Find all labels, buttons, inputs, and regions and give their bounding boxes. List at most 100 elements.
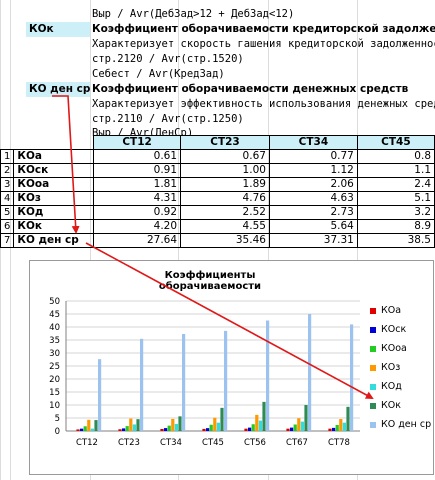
- legend-item[interactable]: КОд: [370, 377, 431, 396]
- value-cell[interactable]: 4.76: [180, 191, 270, 206]
- row-index[interactable]: 3: [0, 177, 15, 192]
- value-cell[interactable]: 0.61: [93, 149, 182, 164]
- value-cell[interactable]: 1.00: [180, 163, 270, 178]
- value-cell[interactable]: 1.81: [93, 177, 182, 192]
- column-header[interactable]: СТ12: [93, 135, 182, 150]
- legend-item[interactable]: КОоа: [370, 339, 431, 358]
- value-cell[interactable]: 2.4: [356, 177, 435, 192]
- row-index[interactable]: 2: [0, 163, 15, 178]
- table-row: 6 КОк 4.20 4.55 5.64 8.9: [0, 219, 435, 234]
- ratio-label-ko-den-sr[interactable]: КО ден ср: [26, 82, 90, 97]
- value-cell[interactable]: 27.64: [93, 233, 182, 248]
- value-cell[interactable]: 5.64: [268, 219, 358, 234]
- legend-label: КОд: [381, 381, 402, 392]
- row-index[interactable]: 1: [0, 149, 15, 164]
- value-cell[interactable]: 5.1: [356, 191, 435, 206]
- legend-item[interactable]: КО ден ср: [370, 415, 431, 434]
- ratio-title-kok[interactable]: Коэффициент оборачиваемости кредиторской…: [92, 23, 435, 35]
- bar-КОд: [174, 423, 178, 431]
- row-name[interactable]: КОа: [13, 149, 95, 164]
- row-name[interactable]: КОк: [13, 219, 95, 234]
- bar-КОа: [118, 429, 122, 431]
- bar-КОз: [255, 414, 259, 431]
- row-index[interactable]: 6: [0, 219, 15, 234]
- value-cell[interactable]: 0.77: [268, 149, 358, 164]
- legend-swatch: [370, 326, 376, 333]
- ratio-description-kok[interactable]: Характеризует скорость гашения кредиторс…: [92, 38, 435, 50]
- ratio-formula-kok[interactable]: стр.2120 / Avr(стр.1520): [92, 53, 244, 65]
- column-header[interactable]: СТ23: [180, 135, 270, 150]
- value-cell[interactable]: 0.92: [93, 205, 182, 220]
- embedded-chart[interactable]: Коэффициенты оборачиваемости 0 5 10 15 20 25 3…: [29, 260, 434, 475]
- table-row: 3 КОоа 1.81 1.89 2.06 2.4: [0, 177, 435, 192]
- value-cell[interactable]: 0.8: [356, 149, 435, 164]
- value-cell[interactable]: 0.91: [93, 163, 182, 178]
- bar-КОск: [164, 428, 168, 431]
- bar-КОа: [160, 428, 164, 431]
- value-cell[interactable]: 4.20: [93, 219, 182, 234]
- row-name[interactable]: КОд: [13, 205, 95, 220]
- value-cell[interactable]: 37.31: [268, 233, 358, 248]
- legend-swatch: [370, 421, 376, 428]
- value-cell[interactable]: 38.5: [356, 233, 435, 248]
- row-name[interactable]: КОз: [13, 191, 95, 206]
- value-cell[interactable]: 2.06: [268, 177, 358, 192]
- legend-item[interactable]: КОз: [370, 358, 431, 377]
- ratio-title-ko-den-sr[interactable]: Коэффициент оборачиваемости денежных сре…: [92, 83, 409, 95]
- row-name[interactable]: КОоа: [13, 177, 95, 192]
- value-cell[interactable]: 4.63: [268, 191, 358, 206]
- ratio-formula-ko-den-sr[interactable]: стр.2110 / Avr(стр.1250): [92, 113, 244, 125]
- row-index[interactable]: 5: [0, 205, 15, 220]
- row-index[interactable]: 7: [0, 233, 15, 248]
- y-tick-label: 35: [49, 336, 60, 346]
- value-cell[interactable]: 0.67: [180, 149, 270, 164]
- bar-КОоа: [335, 425, 339, 431]
- ratio-formula-alt-kok[interactable]: Себест / Avr(КредЗад): [92, 68, 225, 80]
- value-cell[interactable]: 2.73: [268, 205, 358, 220]
- column-header[interactable]: СТ45: [356, 135, 435, 150]
- x-tick-label: СТ34: [160, 438, 182, 448]
- bar-КОск: [122, 428, 126, 431]
- value-cell[interactable]: 8.9: [356, 219, 435, 234]
- value-cell[interactable]: 35.46: [180, 233, 270, 248]
- ratio-description-ko-den-sr[interactable]: Характеризует эффективность использовани…: [92, 98, 435, 110]
- value-cell[interactable]: 4.55: [180, 219, 270, 234]
- formula-note[interactable]: Выр / Avr(ДебЗад>12 + ДебЗад<12): [92, 8, 295, 20]
- legend-label: КОк: [381, 400, 401, 411]
- value-cell[interactable]: 1.89: [180, 177, 270, 192]
- y-tick-label: 50: [49, 297, 60, 307]
- row-index[interactable]: 4: [0, 191, 15, 206]
- bar-КОа: [202, 428, 206, 431]
- bar-КОк: [346, 406, 350, 431]
- bar-КО ден ср: [182, 333, 186, 431]
- table-row: 2 КОск 0.91 1.00 1.12 1.1: [0, 163, 435, 178]
- y-tick-label: 10: [49, 401, 60, 411]
- y-tick-label: 30: [49, 349, 60, 359]
- legend-item[interactable]: КОа: [370, 301, 431, 320]
- chart-legend[interactable]: КОа КОск КОоа КОз КОд КОк КО ден ср: [370, 301, 431, 434]
- y-tick-label: 40: [49, 323, 60, 333]
- y-tick-label: 15: [49, 388, 60, 398]
- bar-КОд: [132, 424, 136, 431]
- column-header[interactable]: СТ34: [268, 135, 358, 150]
- value-cell[interactable]: 3.2: [356, 205, 435, 220]
- bar-КОа: [286, 428, 290, 431]
- legend-item[interactable]: КОк: [370, 396, 431, 415]
- row-name[interactable]: КОск: [13, 163, 95, 178]
- ratio-label-kok[interactable]: КОк: [26, 22, 90, 37]
- bar-КОд: [300, 421, 304, 431]
- legend-swatch: [370, 345, 376, 352]
- legend-item[interactable]: КОск: [370, 320, 431, 339]
- bar-КОоа: [167, 425, 171, 431]
- bar-КО ден ср: [140, 338, 144, 431]
- bar-КОа: [76, 429, 80, 431]
- value-cell[interactable]: 1.12: [268, 163, 358, 178]
- bar-КОск: [332, 427, 336, 431]
- bar-КОд: [90, 428, 94, 431]
- value-cell[interactable]: 4.31: [93, 191, 182, 206]
- bar-КОд: [216, 422, 220, 431]
- value-cell[interactable]: 2.52: [180, 205, 270, 220]
- row-name[interactable]: КО ден ср: [13, 233, 95, 248]
- value-cell[interactable]: 1.1: [356, 163, 435, 178]
